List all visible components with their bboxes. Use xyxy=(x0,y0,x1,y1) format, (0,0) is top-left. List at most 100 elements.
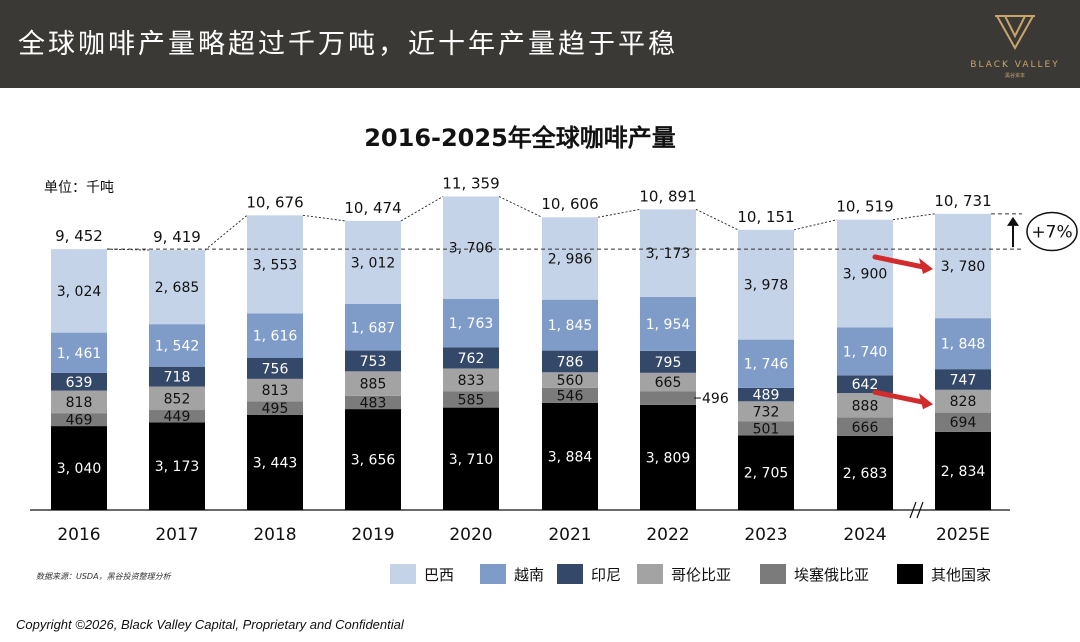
bar-segment-others-2020 xyxy=(443,407,499,510)
connector-brazil-2 xyxy=(302,214,346,222)
bar-segment-indonesia-2016 xyxy=(51,372,107,391)
data-label-indonesia-2019: 753 xyxy=(360,354,387,370)
connector-brazil-6 xyxy=(695,209,739,231)
data-label-ethiopia-2018: 495 xyxy=(262,401,289,417)
data-label-brazil-2022: 3, 173 xyxy=(646,246,691,262)
connector-total-6 xyxy=(695,209,739,231)
connector-brazil-5 xyxy=(597,208,641,218)
growth-badge xyxy=(1026,211,1078,252)
data-label-ethiopia-2025E: 694 xyxy=(950,415,977,431)
data-label-colombia-2019: 885 xyxy=(360,377,387,393)
total-label-2021: 10, 606 xyxy=(541,195,598,213)
data-label-others-2021: 3, 884 xyxy=(548,449,593,465)
connector-brazil-1 xyxy=(204,215,248,251)
red-arrow-colombia-head-icon xyxy=(919,393,933,410)
x-tick-label-2021: 2021 xyxy=(548,525,591,545)
data-label-indonesia-2024: 642 xyxy=(852,377,879,393)
data-label-indonesia-2022: 795 xyxy=(655,355,682,371)
axis-break-mark-1 xyxy=(909,501,917,519)
total-label-2017: 9, 419 xyxy=(153,228,201,246)
bar-segment-indonesia-2018 xyxy=(247,358,303,379)
legend-label-ethiopia: 埃塞俄比亚 xyxy=(794,566,869,584)
unit-label: 单位：千吨 xyxy=(44,180,114,196)
legend-swatch-vietnam xyxy=(480,564,506,584)
data-label-brazil-2018: 3, 553 xyxy=(253,257,298,273)
data-label-brazil-2023: 3, 978 xyxy=(744,278,789,294)
data-label-colombia-2018: 813 xyxy=(262,383,289,399)
bar-segment-vietnam-2018 xyxy=(247,313,303,359)
data-label-vietnam-2017: 1, 542 xyxy=(155,338,200,354)
data-label-others-2024: 2, 683 xyxy=(843,466,888,482)
bar-segment-indonesia-2023 xyxy=(738,387,794,402)
bar-segment-others-2017 xyxy=(149,422,205,510)
data-label-others-2025E: 2, 834 xyxy=(941,464,986,480)
x-tick-label-2018: 2018 xyxy=(253,525,296,545)
page-title: 全球咖啡产量略超过千万吨，近十年产量趋于平稳 xyxy=(18,29,678,60)
bar-segment-brazil-2020 xyxy=(443,196,499,299)
bar-segment-others-2023 xyxy=(738,435,794,510)
total-label-2024: 10, 519 xyxy=(836,198,893,216)
bar-segment-vietnam-2017 xyxy=(149,324,205,367)
legend-swatch-colombia xyxy=(637,564,663,584)
data-label-brazil-2021: 2, 986 xyxy=(548,251,593,267)
bar-segment-vietnam-2021 xyxy=(542,299,598,351)
bar-segment-others-2022 xyxy=(640,404,696,510)
data-label-others-2016: 3, 040 xyxy=(57,461,102,477)
bar-segment-brazil-2021 xyxy=(542,217,598,300)
total-label-2022: 10, 891 xyxy=(639,187,696,205)
total-label-2019: 10, 474 xyxy=(344,199,401,217)
x-tick-label-2020: 2020 xyxy=(449,525,492,545)
bar-segment-vietnam-2023 xyxy=(738,339,794,388)
coffee-production-chart: 2016-2025年全球咖啡产量 单位：千吨 3, 040 469 818 639 1,… xyxy=(30,124,1078,584)
data-label-indonesia-2017: 718 xyxy=(164,370,191,386)
data-label-others-2020: 3, 710 xyxy=(449,452,494,468)
bar-segment-ethiopia-2021 xyxy=(542,387,598,403)
bar-segment-vietnam-2020 xyxy=(443,298,499,348)
bar-segment-others-2016 xyxy=(51,426,107,510)
legend-label-brazil: 巴西 xyxy=(424,566,454,584)
bar-segment-ethiopia-2020 xyxy=(443,391,499,408)
data-label-colombia-2016: 818 xyxy=(66,395,93,411)
black-valley-logo-icon xyxy=(995,15,1035,51)
bar-segment-colombia-2019 xyxy=(345,371,401,396)
data-label-others-2019: 3, 656 xyxy=(351,453,396,469)
data-label-ethiopia-2023: 501 xyxy=(753,421,780,437)
bar-segment-vietnam-2016 xyxy=(51,332,107,373)
total-label-2025E: 10, 731 xyxy=(934,192,991,210)
bar-segment-brazil-2018 xyxy=(247,215,303,314)
bars-layer: 3, 040 469 818 639 1, 461 3, 024 9, 452 2016 3, … xyxy=(30,174,1010,545)
data-label-ethiopia-2021: 546 xyxy=(557,388,584,404)
data-label-brazil-2019: 3, 012 xyxy=(351,255,396,271)
bar-segment-indonesia-2020 xyxy=(443,347,499,369)
data-label-colombia-2022: 665 xyxy=(655,375,682,391)
bar-segment-others-2025E xyxy=(935,431,991,510)
bar-segment-brazil-2017 xyxy=(149,250,205,325)
bar-segment-indonesia-2019 xyxy=(345,350,401,372)
data-label-others-2022: 3, 809 xyxy=(646,450,691,466)
data-label-vietnam-2016: 1, 461 xyxy=(57,346,102,362)
x-tick-label-2023: 2023 xyxy=(744,525,787,545)
bar-segment-ethiopia-2025E xyxy=(935,412,991,432)
bar-segment-colombia-2024 xyxy=(837,393,893,418)
bar-segment-ethiopia-2024 xyxy=(837,417,893,436)
data-label-colombia-2017: 852 xyxy=(164,391,191,407)
connector-brazil-8 xyxy=(892,213,936,221)
legend-label-colombia: 哥伦比亚 xyxy=(671,566,731,584)
bar-segment-colombia-2022 xyxy=(640,372,696,392)
bar-segment-colombia-2017 xyxy=(149,386,205,411)
data-label-ethiopia-2017: 449 xyxy=(164,409,191,425)
bar-segment-ethiopia-2018 xyxy=(247,401,303,415)
bar-segment-indonesia-2022 xyxy=(640,350,696,373)
logo-name: BLACK VALLEY xyxy=(970,60,1060,70)
data-label-vietnam-2025E: 1, 848 xyxy=(941,337,986,353)
data-label-colombia-2020: 833 xyxy=(458,373,485,389)
data-label-vietnam-2024: 1, 740 xyxy=(843,344,888,360)
bar-segment-colombia-2023 xyxy=(738,401,794,422)
bar-segment-vietnam-2019 xyxy=(345,303,401,351)
legend-label-others: 其他国家 xyxy=(931,566,991,584)
red-arrow-brazil-shaft xyxy=(872,254,926,270)
bar-segment-colombia-2020 xyxy=(443,368,499,392)
bar-segment-indonesia-2017 xyxy=(149,366,205,387)
legend-swatch-others xyxy=(897,564,923,584)
total-label-2020: 11, 359 xyxy=(442,174,499,192)
